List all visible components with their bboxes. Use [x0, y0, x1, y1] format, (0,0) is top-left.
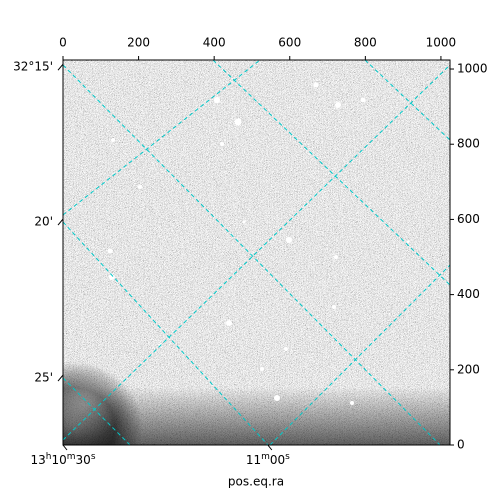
grid-line: [212, 60, 450, 286]
y-tick-label: 200: [457, 362, 480, 376]
grid-line: [63, 64, 450, 441]
y-tick-label: 400: [457, 287, 480, 301]
x-axis-label: pos.eq.ra: [228, 475, 284, 489]
dec-tick-label: 32°15': [13, 60, 53, 74]
y-tick-label: 800: [457, 137, 480, 151]
y-tick-label: 600: [457, 212, 480, 226]
x-tick-label: 600: [278, 36, 301, 50]
y-tick-label: 0: [457, 438, 465, 452]
image: [63, 60, 450, 445]
grid-line: [63, 377, 131, 445]
dec-tick: [57, 374, 64, 382]
grid-line: [269, 264, 450, 445]
stars: [107, 82, 410, 405]
coordinate-grid: [63, 60, 450, 445]
x-tick-label: 1000: [426, 36, 457, 50]
x-tick-label: 200: [127, 36, 150, 50]
grid-line: [364, 60, 450, 141]
dec-tick-label: 25': [34, 371, 53, 385]
x-tick-label: 400: [203, 36, 226, 50]
dec-tick: [57, 63, 64, 71]
ra-tick-label: 11m00s: [246, 452, 290, 467]
x-tick-label: 800: [354, 36, 377, 50]
dec-tick-label: 20': [34, 215, 53, 229]
dec-tick: [57, 218, 64, 226]
ra-tick-label: 13h10m30s: [30, 452, 95, 467]
y-tick-label: 1000: [457, 62, 488, 76]
axes-frame: [62, 59, 451, 446]
grid-line: [63, 221, 269, 445]
ra-tick: [62, 444, 68, 451]
grid-line: [63, 64, 441, 445]
ra-tick: [267, 444, 273, 451]
x-tick-label: 0: [59, 36, 67, 50]
